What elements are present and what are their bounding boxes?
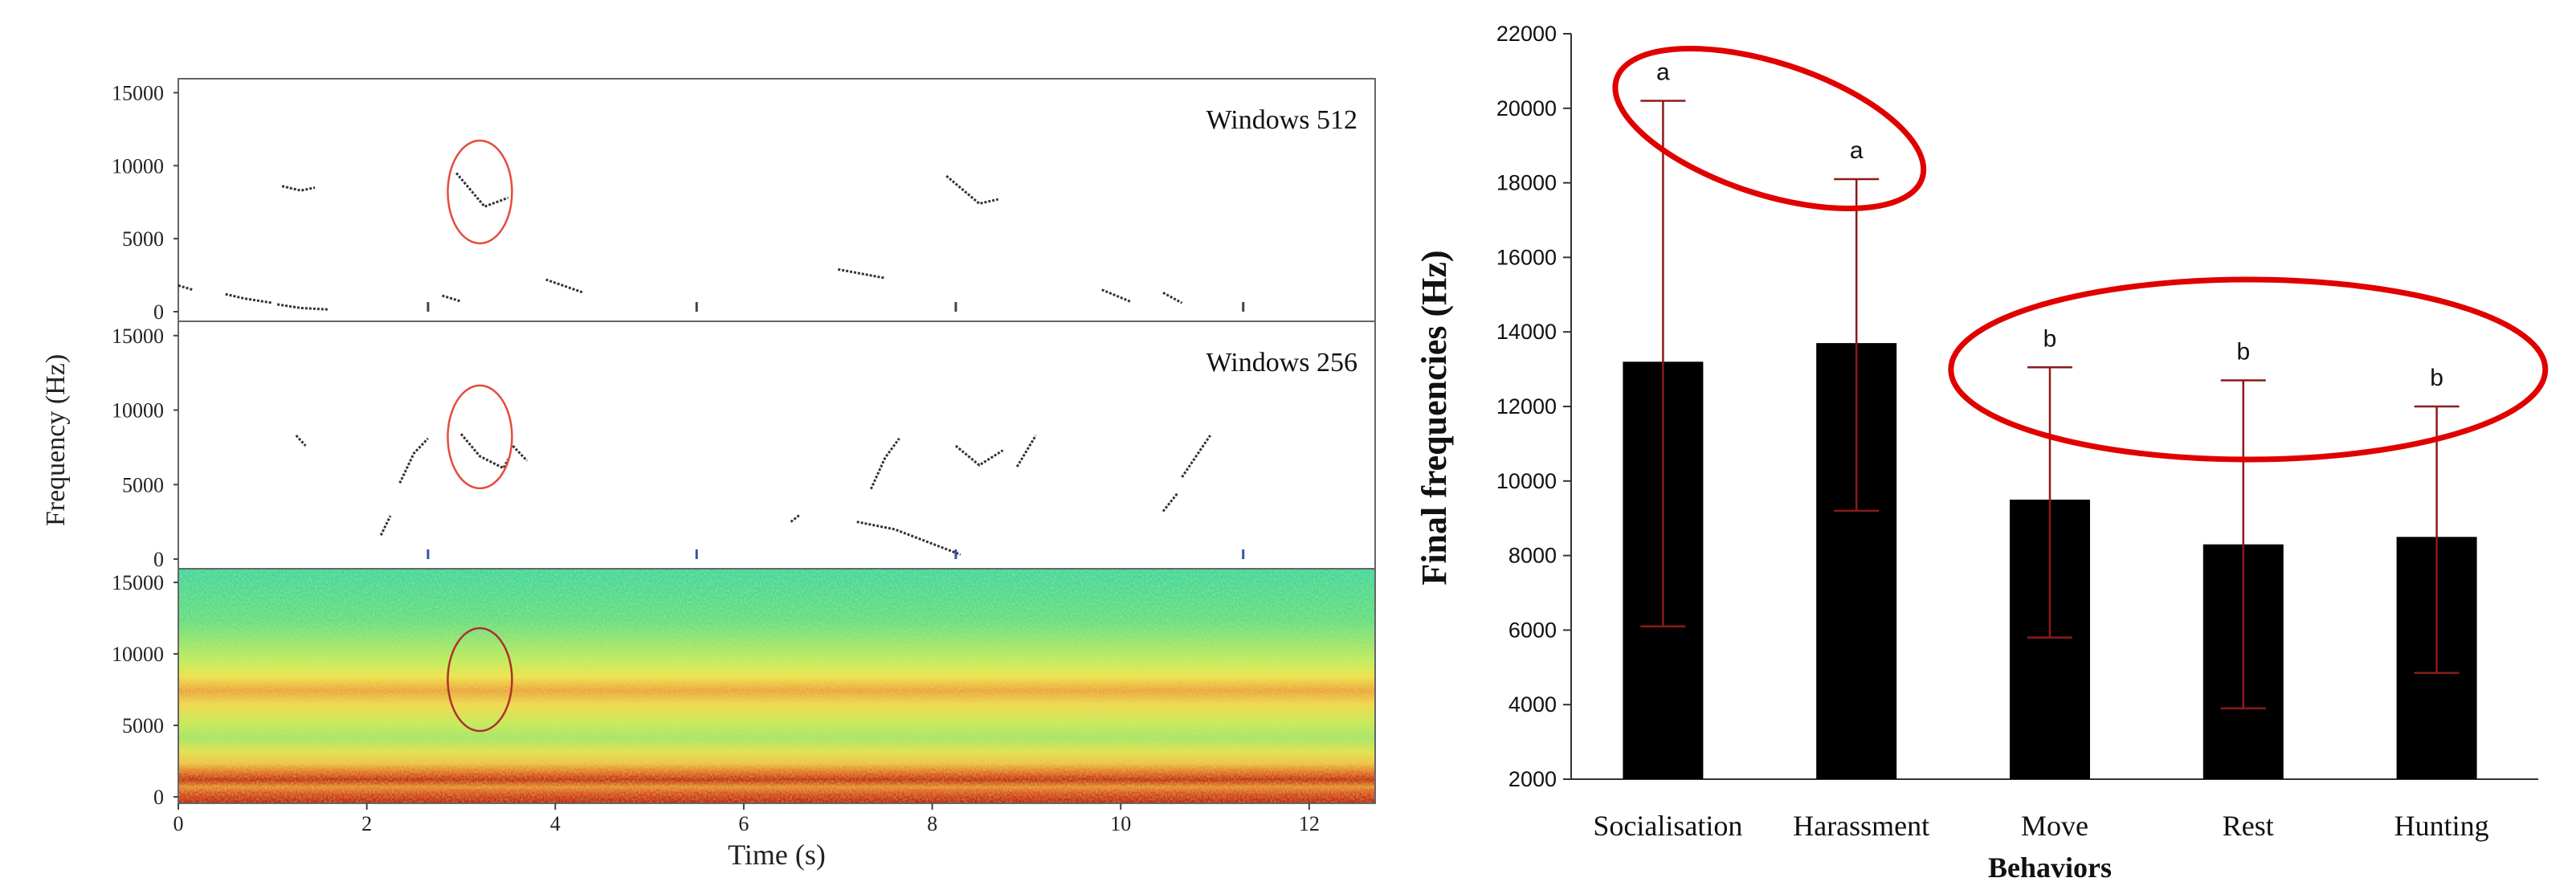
significance-letter: b bbox=[2236, 339, 2250, 365]
y-tick-label: 2000 bbox=[1508, 767, 1557, 791]
x-tick-label: Socialisation bbox=[1593, 810, 1742, 842]
significance-letter: b bbox=[2043, 325, 2057, 352]
highlight-ellipse bbox=[447, 384, 513, 490]
y-tick-label: 6000 bbox=[1508, 618, 1557, 642]
y-tick-label: 14000 bbox=[1496, 320, 1557, 344]
spectrogram-panel: 15000 10000 5000 0 Windows 512 bbox=[112, 78, 1376, 324]
whistle-contour bbox=[954, 444, 1004, 467]
y-tick-label: 15000 bbox=[112, 571, 164, 594]
x-tick-label: 10 bbox=[1110, 812, 1131, 835]
whistle-contour bbox=[455, 172, 509, 208]
x-axis: 0 2 4 6 8 10 12 Time (s) bbox=[174, 803, 1320, 871]
y-tick-label: 10000 bbox=[112, 399, 164, 423]
y-tick-label: 16000 bbox=[1496, 245, 1557, 269]
x-tick-label: 6 bbox=[738, 812, 749, 835]
whistle-contour bbox=[1101, 288, 1131, 303]
panel-frame bbox=[178, 321, 1376, 570]
significance-letter: a bbox=[1850, 137, 1864, 164]
x-axis-title: Time (s) bbox=[728, 839, 826, 871]
y-tick-label: 22000 bbox=[1496, 22, 1557, 46]
y-tick-label: 0 bbox=[153, 548, 164, 571]
y-axis-title: Final frequencies (Hz) bbox=[1415, 250, 1454, 585]
y-tick-label: 5000 bbox=[122, 473, 164, 496]
y-tick-label: 15000 bbox=[112, 325, 164, 348]
whistle-contour bbox=[856, 521, 961, 556]
whistle-contour bbox=[276, 303, 329, 311]
y-tick-label: 10000 bbox=[112, 154, 164, 178]
whistle-contour bbox=[178, 284, 194, 292]
whistle-contour bbox=[295, 434, 307, 447]
y-tick-label: 10000 bbox=[1496, 469, 1557, 493]
whistle-contour bbox=[442, 294, 462, 303]
spectrogram-panel: 15000 10000 5000 0 bbox=[112, 568, 1376, 809]
y-tick-label: 10000 bbox=[112, 643, 164, 666]
window-size-label: Windows 256 bbox=[1206, 348, 1357, 378]
significance-letter: b bbox=[2430, 365, 2443, 391]
group-ellipse-b bbox=[1948, 276, 2549, 463]
whistle-contour bbox=[945, 174, 999, 206]
x-axis-title: Behaviors bbox=[1988, 851, 2112, 882]
bar-chart: 2000 4000 6000 8000 10000 12000 14000 16000 1800… bbox=[1415, 22, 2549, 882]
highlight-ellipse bbox=[447, 627, 513, 733]
y-tick-label: 0 bbox=[153, 300, 164, 324]
y-tick-label: 5000 bbox=[122, 227, 164, 251]
whistle-contour bbox=[1161, 492, 1178, 512]
panel-frame bbox=[178, 568, 1376, 804]
spectrogram-panel: 15000 10000 5000 0 Windows 256 bbox=[112, 321, 1376, 571]
x-tick-label: 12 bbox=[1299, 812, 1320, 835]
y-tick-label: 5000 bbox=[122, 714, 164, 737]
y-tick-label: 8000 bbox=[1508, 544, 1557, 568]
y-tick-label: 15000 bbox=[112, 81, 164, 104]
x-tick-label: Hunting bbox=[2394, 810, 2489, 842]
x-tick-label: 8 bbox=[927, 812, 937, 835]
x-tick-label: 4 bbox=[550, 812, 561, 835]
group-ellipse-a bbox=[1612, 45, 1927, 212]
whistle-contour bbox=[512, 444, 529, 462]
y-tick-label: 18000 bbox=[1496, 171, 1557, 195]
whistle-contour bbox=[281, 185, 316, 192]
y-axis-title: Frequency (Hz) bbox=[41, 354, 71, 526]
spectrogram-noise bbox=[178, 569, 1375, 803]
y-tick-label: 0 bbox=[153, 786, 164, 809]
whistle-contour bbox=[869, 437, 900, 490]
highlight-ellipse bbox=[447, 139, 513, 245]
x-tick-label: Rest bbox=[2223, 810, 2274, 842]
whistle-contour bbox=[398, 437, 429, 484]
whistle-contour bbox=[459, 433, 509, 470]
whistle-contour bbox=[379, 515, 392, 536]
x-tick-label: 0 bbox=[174, 812, 184, 835]
x-tick-label: Move bbox=[2021, 810, 2088, 842]
whistle-contour bbox=[545, 278, 584, 294]
whistle-contour bbox=[1181, 435, 1211, 478]
y-tick-label: 12000 bbox=[1496, 394, 1557, 419]
window-size-label: Windows 512 bbox=[1206, 105, 1357, 135]
whistle-contour bbox=[225, 292, 273, 304]
y-tick-label: 20000 bbox=[1496, 96, 1557, 120]
x-tick-label: 2 bbox=[361, 812, 372, 835]
whistle-contour bbox=[838, 267, 886, 280]
whistle-contour bbox=[1162, 292, 1183, 304]
x-tick-label: Harassment bbox=[1793, 810, 1929, 842]
y-tick-label: 4000 bbox=[1508, 692, 1557, 717]
whistle-contour bbox=[790, 513, 802, 523]
whistle-contour bbox=[1015, 435, 1037, 468]
significance-letter: a bbox=[1656, 59, 1670, 86]
panel-frame bbox=[178, 78, 1376, 322]
